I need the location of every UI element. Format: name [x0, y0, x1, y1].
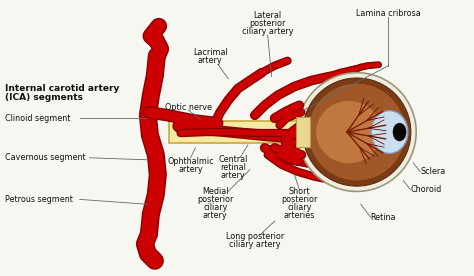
Text: Internal carotid artery: Internal carotid artery — [5, 84, 120, 93]
Text: posterior: posterior — [197, 195, 233, 204]
Text: Choroid: Choroid — [410, 185, 441, 194]
Text: Lamina cribrosa: Lamina cribrosa — [356, 9, 421, 18]
Text: ciliary artery: ciliary artery — [242, 26, 293, 36]
Ellipse shape — [303, 78, 411, 186]
Text: artery: artery — [178, 165, 203, 174]
Text: Long posterior: Long posterior — [226, 232, 284, 242]
Text: Cavernous segment: Cavernous segment — [5, 153, 86, 162]
Text: Retina: Retina — [371, 213, 396, 222]
Text: Clinoid segment: Clinoid segment — [5, 114, 71, 123]
Text: artery: artery — [203, 211, 228, 220]
Ellipse shape — [393, 123, 406, 141]
Text: Lateral: Lateral — [254, 11, 282, 20]
Text: ciliary: ciliary — [287, 203, 311, 212]
Text: Short: Short — [289, 187, 310, 196]
Text: Medial: Medial — [202, 187, 228, 196]
Text: ciliary: ciliary — [203, 203, 228, 212]
Text: Petrous segment: Petrous segment — [5, 195, 73, 204]
Ellipse shape — [308, 83, 406, 181]
Ellipse shape — [297, 73, 416, 192]
Ellipse shape — [371, 111, 408, 153]
FancyBboxPatch shape — [169, 121, 298, 143]
Text: Sclera: Sclera — [420, 167, 446, 176]
Text: artery: artery — [198, 56, 223, 65]
FancyBboxPatch shape — [296, 117, 310, 147]
Text: (ICA) segments: (ICA) segments — [5, 93, 83, 102]
Text: artery: artery — [221, 171, 246, 180]
Text: retinal: retinal — [220, 163, 246, 172]
Text: Lacrimal: Lacrimal — [193, 48, 228, 57]
Text: posterior: posterior — [249, 19, 286, 28]
Text: Ophthalmic: Ophthalmic — [167, 157, 214, 166]
Text: arteries: arteries — [284, 211, 315, 220]
Text: ciliary artery: ciliary artery — [229, 240, 281, 250]
Ellipse shape — [316, 101, 382, 163]
Text: posterior: posterior — [281, 195, 318, 204]
Text: Central: Central — [219, 155, 248, 164]
Text: Optic nerve: Optic nerve — [165, 103, 212, 112]
